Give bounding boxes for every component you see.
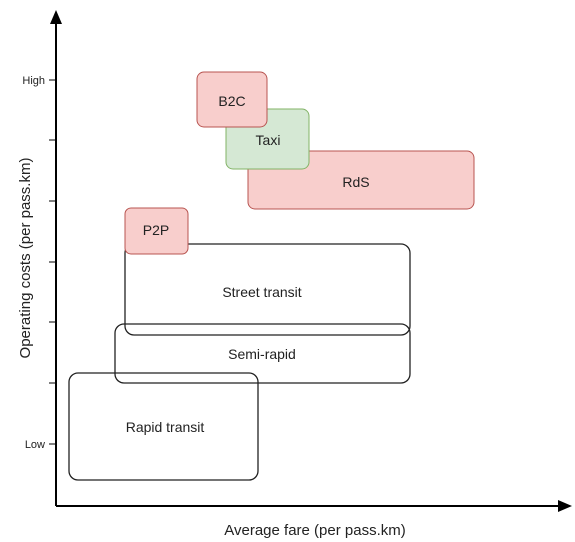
street-transit-label: Street transit bbox=[222, 284, 301, 300]
taxi-label: Taxi bbox=[256, 132, 281, 148]
p2p-label: P2P bbox=[143, 222, 169, 238]
rds-label: RdS bbox=[342, 174, 369, 190]
box-rapid-transit: Rapid transit bbox=[68, 372, 259, 481]
b2c-box bbox=[196, 71, 268, 128]
y-tick-label-high: High bbox=[22, 75, 45, 87]
street-transit-box bbox=[124, 243, 411, 336]
x-axis-label: Average fare (per pass.km) bbox=[224, 522, 405, 539]
box-semi-rapid: Semi-rapid bbox=[114, 323, 411, 384]
y-axis-arrow-icon bbox=[50, 10, 62, 24]
b2c-label: B2C bbox=[218, 93, 245, 109]
x-axis-arrow-icon bbox=[558, 500, 572, 512]
p2p-box bbox=[124, 207, 189, 255]
y-tick-label-low: Low bbox=[25, 439, 45, 451]
rapid-transit-label: Rapid transit bbox=[126, 419, 205, 435]
y-axis-label: Operating costs (per pass.km) bbox=[17, 158, 34, 359]
box-p2p: P2P bbox=[124, 207, 189, 255]
semi-rapid-label: Semi-rapid bbox=[228, 346, 296, 362]
box-b2c: B2C bbox=[196, 71, 268, 128]
semi-rapid-box bbox=[114, 323, 411, 384]
rapid-transit-box bbox=[68, 372, 259, 481]
axes: High Low Operating costs (per pass.km) A… bbox=[17, 10, 572, 539]
box-street-transit: Street transit bbox=[124, 243, 411, 336]
